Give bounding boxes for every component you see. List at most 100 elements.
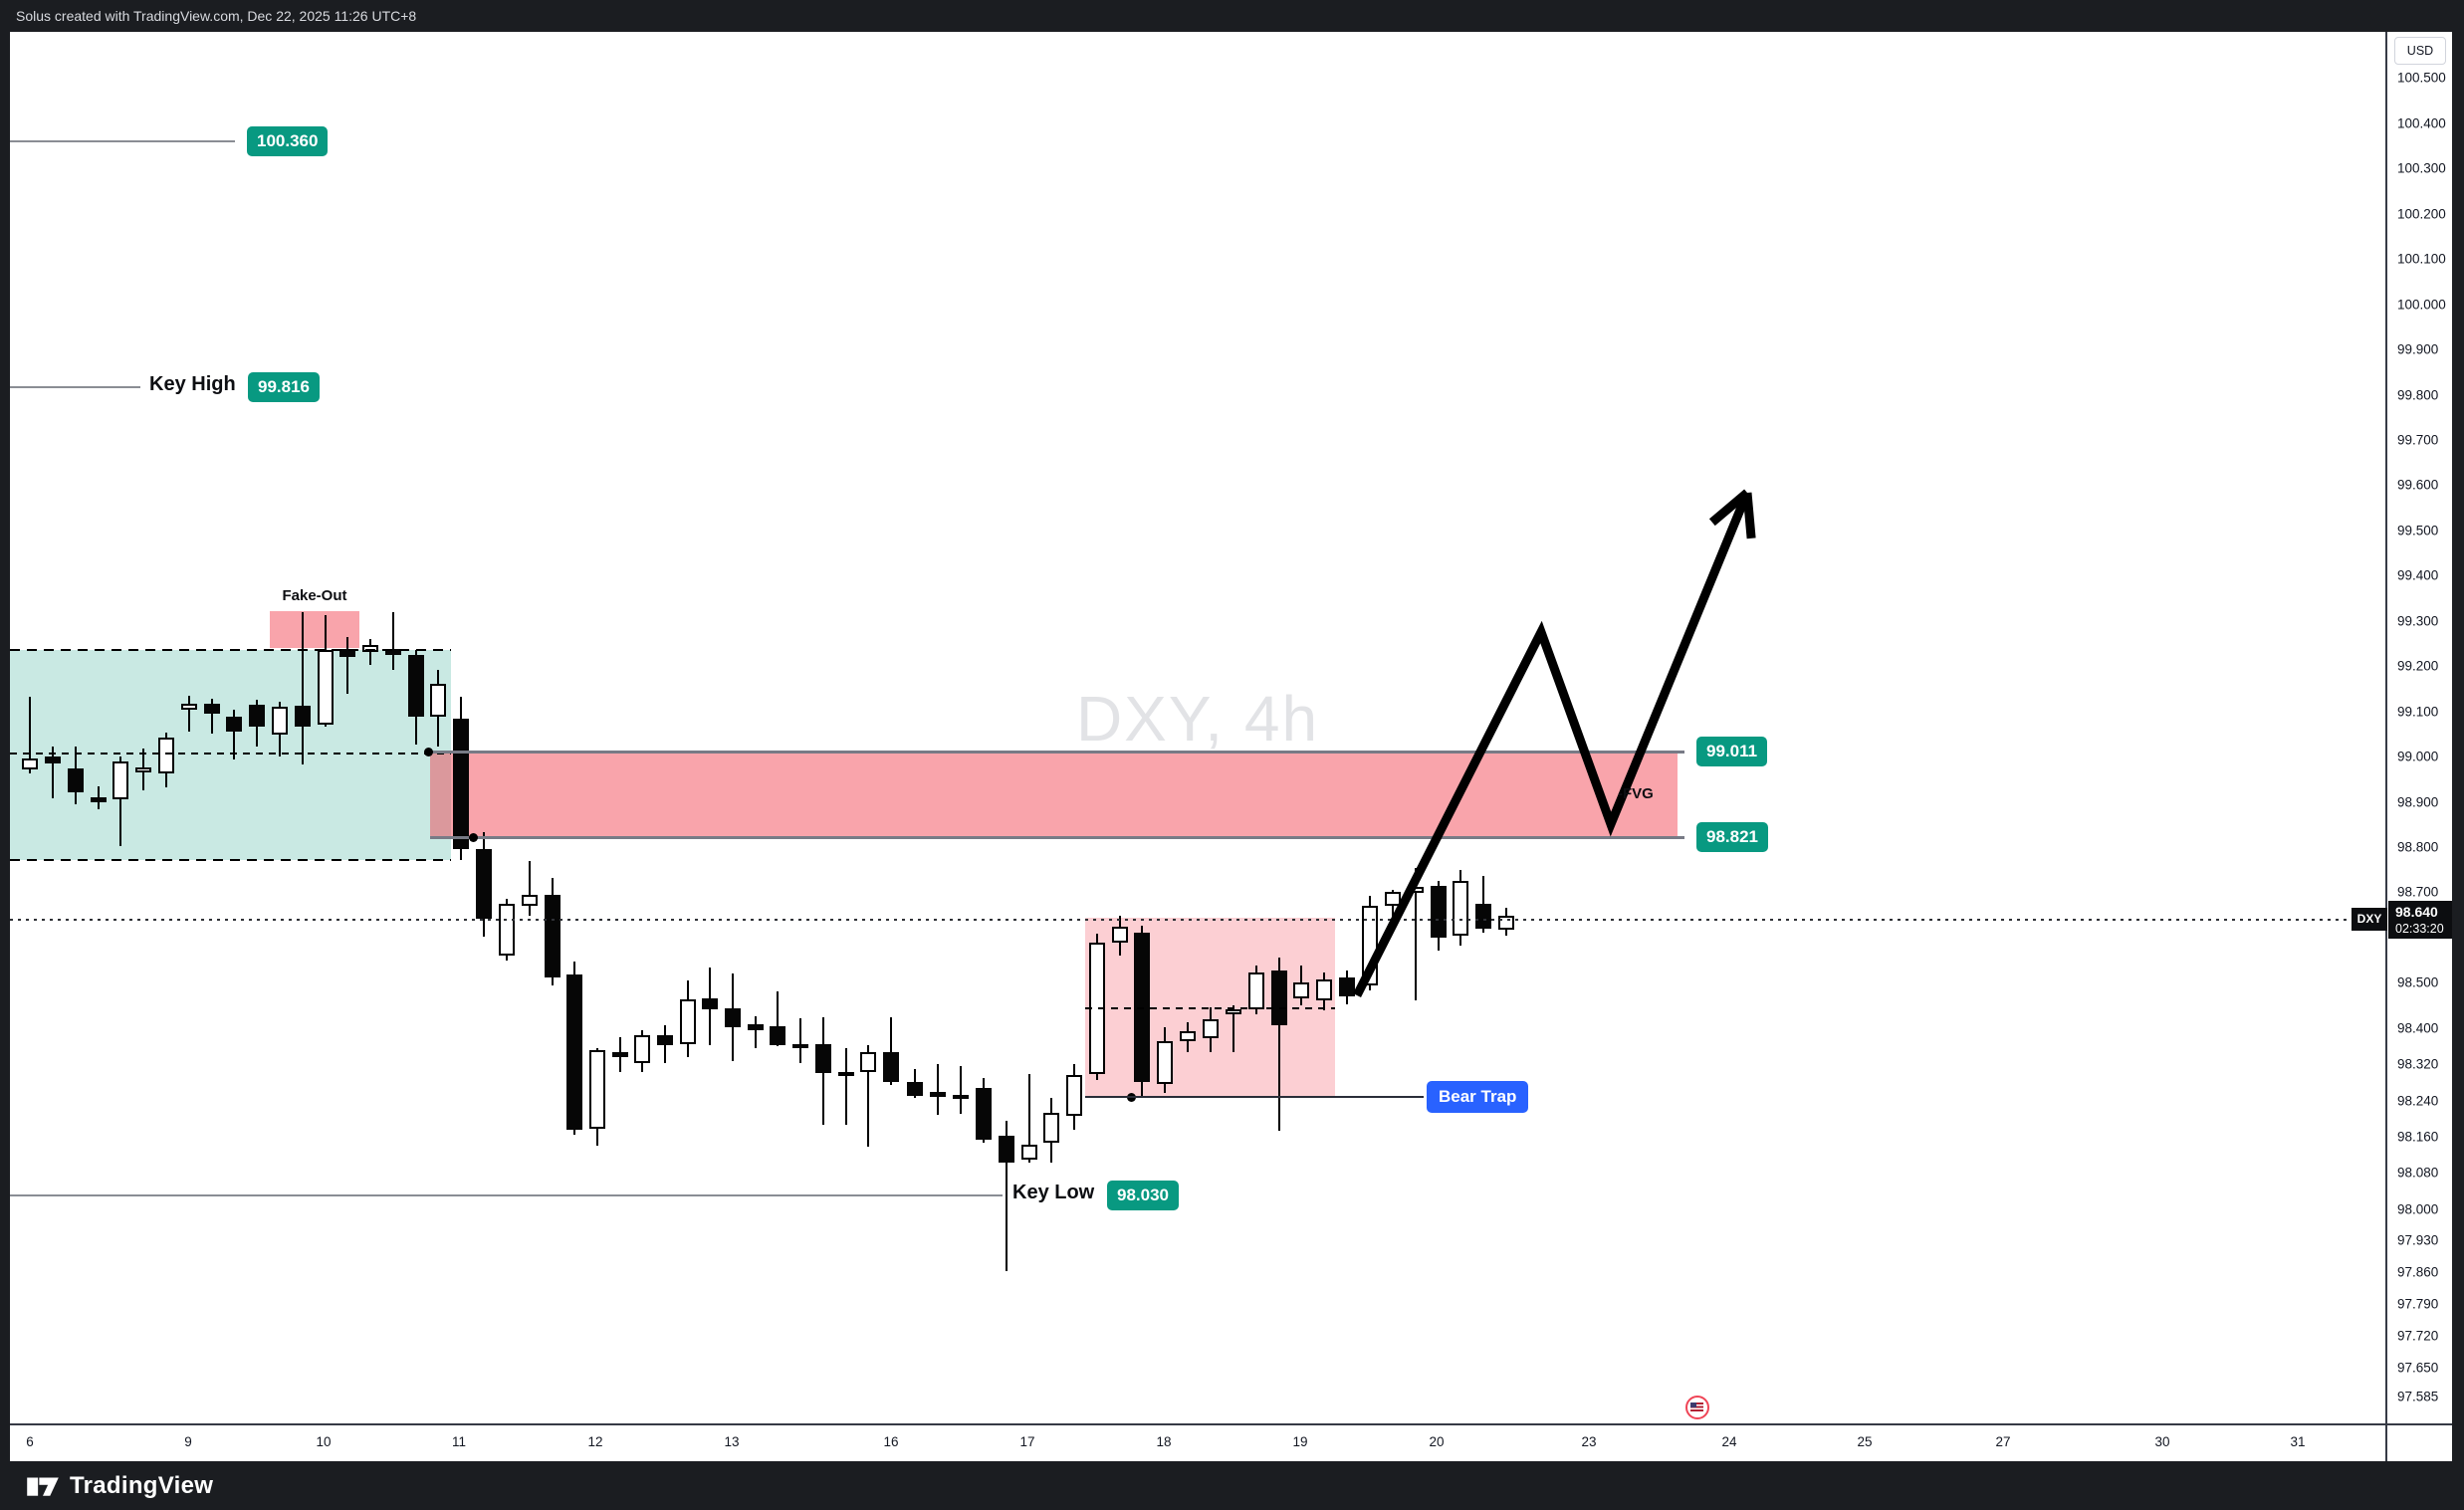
- symbol-price-tag: DXY: [2352, 907, 2387, 931]
- candle-down: [725, 1007, 741, 1027]
- candle-up: [272, 706, 288, 735]
- range-box-mid-dashed: [10, 752, 451, 755]
- symbol-watermark: DXY, 4h: [1075, 683, 1320, 755]
- candle-down: [68, 767, 84, 792]
- bear-trap-badge[interactable]: Bear Trap: [1427, 1080, 1529, 1113]
- time-axis-label: 20: [1429, 1434, 1445, 1449]
- price-axis-label: 97.930: [2397, 1232, 2439, 1248]
- price-axis-label: 97.650: [2397, 1360, 2439, 1376]
- price-axis-label: 100.300: [2397, 160, 2446, 176]
- candle-up: [1226, 1008, 1241, 1014]
- current-price-value: 98.640: [2395, 903, 2438, 920]
- key-low-text[interactable]: Key Low: [1012, 1181, 1095, 1203]
- price-axis-label: 97.720: [2397, 1328, 2439, 1344]
- key-low-line[interactable]: [10, 1193, 1003, 1196]
- price-level-line-100360[interactable]: [10, 140, 235, 142]
- candle-down: [1339, 976, 1355, 996]
- candle-wick: [211, 698, 213, 734]
- header-attribution-text: Solus created with TradingView.com, Dec …: [16, 8, 417, 24]
- drawing-anchor-dot[interactable]: [424, 748, 433, 757]
- price-axis-label: 98.160: [2397, 1129, 2439, 1145]
- candle-up: [1043, 1112, 1059, 1143]
- range-box-bottom-dashed: [10, 858, 451, 861]
- candle-wick: [1278, 957, 1280, 1131]
- trend-arrow-layer: [1352, 489, 1756, 998]
- price-axis-label: 98.240: [2397, 1093, 2439, 1109]
- price-axis-label: 97.860: [2397, 1264, 2439, 1280]
- header-bar: Solus created with TradingView.com, Dec …: [0, 0, 2464, 32]
- bear-trap-pointer-line[interactable]: [1085, 1095, 1424, 1098]
- fvg-bottom-badge[interactable]: 98.821: [1696, 822, 1768, 853]
- current-price-line: [10, 918, 2385, 921]
- consolidation-range-box[interactable]: [10, 649, 451, 860]
- candle-wick: [1028, 1074, 1030, 1163]
- us-flag-stripes: [1690, 1402, 1703, 1411]
- fvg-top-badge[interactable]: 99.011: [1696, 737, 1768, 767]
- key-high-line[interactable]: [10, 386, 140, 389]
- economic-event-us-flag-icon[interactable]: [1685, 1396, 1709, 1419]
- time-axis-label: 16: [883, 1434, 899, 1449]
- candle-up: [589, 1050, 605, 1129]
- price-axis-label: 97.585: [2397, 1389, 2439, 1404]
- tradingview-logo[interactable]: TradingView: [26, 1469, 213, 1503]
- time-axis-label: 24: [1721, 1434, 1737, 1449]
- price-axis-label: 99.000: [2397, 749, 2439, 764]
- price-badge-100360[interactable]: 100.360: [247, 126, 329, 156]
- candle-wick: [937, 1064, 939, 1116]
- price-axis-label: 99.300: [2397, 613, 2439, 629]
- key-high-text[interactable]: Key High: [149, 373, 236, 396]
- fvg-top-border: [430, 751, 1684, 755]
- candle-up: [362, 644, 378, 653]
- range-box-top-dashed: [10, 648, 451, 651]
- candle-up: [838, 1071, 854, 1076]
- price-axis-label: 99.900: [2397, 341, 2439, 357]
- candle-up: [1066, 1075, 1082, 1116]
- price-axis-label: 98.500: [2397, 974, 2439, 990]
- us-flag-canton: [1690, 1402, 1696, 1407]
- price-axis-label: 100.400: [2397, 115, 2446, 131]
- candle-down: [385, 648, 401, 655]
- candle-wick: [188, 695, 190, 733]
- candle-up: [22, 757, 38, 770]
- time-axis[interactable]: 6 9 10 11 12 13 16 17 18 19 20 23 24 25 27 30 31: [0, 1423, 2464, 1463]
- time-axis-label: 12: [587, 1434, 603, 1449]
- key-high-badge[interactable]: 99.816: [248, 372, 320, 403]
- price-axis-label: 100.500: [2397, 70, 2446, 86]
- candle-up: [430, 683, 446, 718]
- candle-up: [860, 1051, 876, 1072]
- drawing-anchor-dot[interactable]: [469, 833, 478, 843]
- candle-up: [112, 761, 128, 799]
- time-axis-label: 11: [451, 1434, 467, 1449]
- zigzag-trend-arrow[interactable]: [1352, 491, 1752, 998]
- candle-down: [815, 1044, 831, 1074]
- candle-down: [226, 717, 242, 733]
- candle-up: [158, 738, 174, 774]
- left-chrome-border: [0, 32, 10, 1461]
- price-axis[interactable]: USD 98.640 02:33:20 100.500 100.400 100.30…: [2385, 32, 2454, 1423]
- candle-down: [1271, 971, 1287, 1026]
- candle-wick: [29, 697, 31, 774]
- candle-down: [976, 1088, 992, 1141]
- arrow-head: [1708, 489, 1750, 527]
- time-axis-label: 17: [1019, 1434, 1035, 1449]
- candle-wick: [529, 861, 531, 917]
- candle-up: [1180, 1031, 1196, 1041]
- candle-wick: [346, 637, 348, 694]
- price-axis-label: 98.080: [2397, 1165, 2439, 1181]
- chart-canvas[interactable]: DXY, 4h 100.360 Key High 99.816 Key Low …: [10, 32, 2385, 1423]
- candle-down: [657, 1035, 673, 1046]
- key-low-badge[interactable]: 98.030: [1107, 1180, 1179, 1210]
- time-axis-label: 23: [1581, 1434, 1597, 1449]
- footer-bar: TradingView: [0, 1461, 2464, 1510]
- candle-down: [930, 1091, 946, 1097]
- candle-up: [135, 767, 151, 773]
- price-axis-label: 99.200: [2397, 658, 2439, 674]
- fvg-label[interactable]: -FVG: [1618, 785, 1654, 803]
- fake-out-box[interactable]: [270, 611, 359, 649]
- time-axis-label: 27: [1995, 1434, 2011, 1449]
- current-price-axis-label: 98.640 02:33:20: [2388, 900, 2452, 939]
- candle-wick: [119, 756, 121, 847]
- fake-out-label[interactable]: Fake-Out: [282, 587, 347, 605]
- currency-badge: USD: [2394, 37, 2446, 65]
